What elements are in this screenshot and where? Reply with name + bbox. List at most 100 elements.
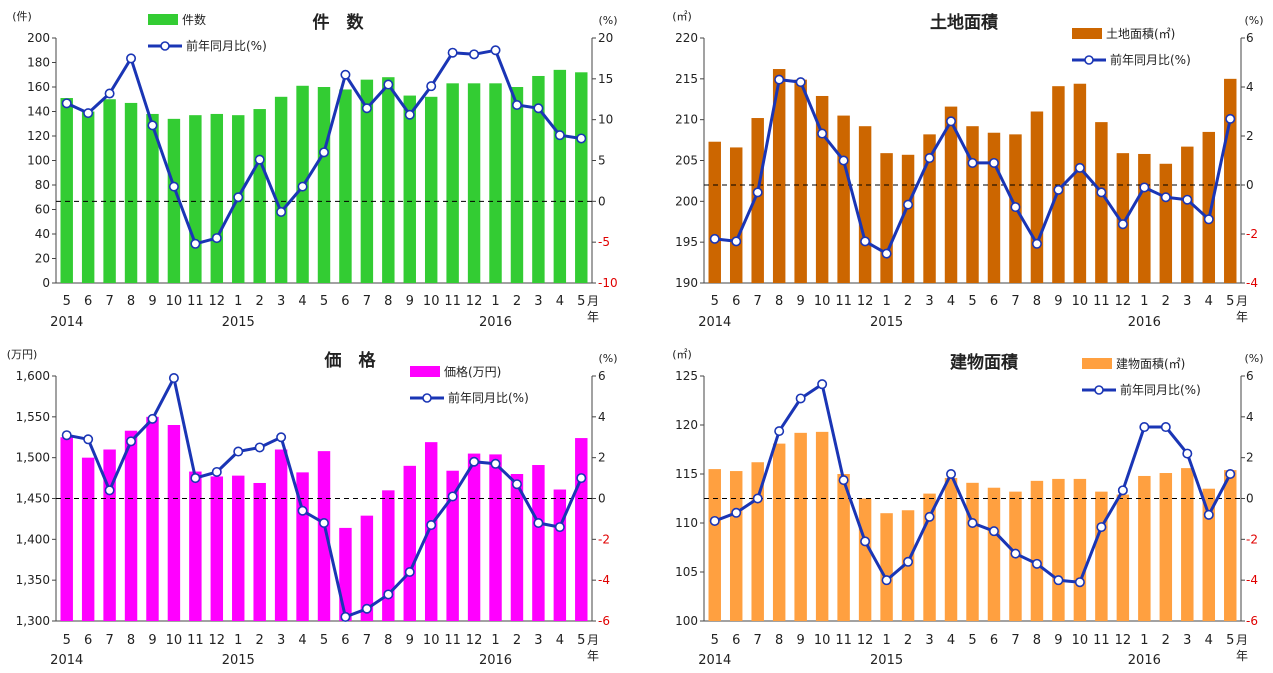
- month-tick-label: 12: [857, 294, 874, 309]
- yoy-point: [1031, 558, 1042, 569]
- yoy-point: [511, 99, 522, 110]
- month-tick-label: 7: [105, 633, 113, 648]
- month-tick-label: 4: [947, 294, 955, 309]
- month-tick-label: 1: [234, 294, 242, 309]
- yoy-point: [318, 517, 329, 528]
- yoy-point: [426, 520, 437, 531]
- month-tick-label: 5: [320, 294, 328, 309]
- month-tick-label: 9: [1054, 633, 1062, 648]
- bar: [510, 87, 524, 283]
- year-tick-label: 2015: [870, 315, 903, 330]
- yoy-point: [147, 120, 158, 131]
- bar: [146, 416, 159, 621]
- legend-bar-swatch: [410, 366, 440, 377]
- month-tick-label: 8: [1033, 633, 1041, 648]
- yoy-point: [490, 458, 501, 469]
- year-tick-label: 2014: [50, 653, 83, 668]
- month-tick-label: 11: [187, 633, 204, 648]
- bar: [489, 454, 502, 621]
- month-tick-label: 12: [209, 633, 226, 648]
- right-tick-label: 2: [598, 451, 606, 465]
- month-unit-label: 月: [587, 294, 599, 308]
- right-tick-label: 2: [1246, 129, 1254, 143]
- month-tick-label: 3: [925, 633, 933, 648]
- left-tick-label: 1,350: [16, 573, 50, 587]
- month-unit-label: 月: [1236, 294, 1248, 308]
- month-tick-label: 12: [209, 294, 226, 309]
- legend-bar-label: 土地面積(㎡): [1106, 26, 1175, 41]
- month-tick-label: 5: [968, 633, 976, 648]
- legend-line-label: 前年同月比(%): [1120, 382, 1201, 397]
- month-tick-label: 1: [491, 633, 499, 648]
- right-tick-label: 0: [598, 492, 606, 506]
- left-tick-label: 210: [675, 113, 698, 127]
- bar: [794, 79, 807, 284]
- month-tick-label: 6: [341, 633, 349, 648]
- month-tick-label: 8: [384, 294, 392, 309]
- bar: [987, 132, 1001, 283]
- month-tick-label: 5: [577, 633, 585, 648]
- left-unit-label: (万円): [7, 348, 38, 361]
- month-tick-label: 9: [797, 294, 805, 309]
- yoy-point: [511, 479, 522, 490]
- left-tick-label: 40: [35, 227, 50, 241]
- month-unit-label: 月: [587, 633, 599, 647]
- right-tick-label: 4: [598, 410, 606, 424]
- bar: [1159, 473, 1173, 621]
- left-tick-label: 1,450: [16, 492, 50, 506]
- year-tick-label: 2016: [479, 653, 512, 668]
- bar: [880, 153, 893, 283]
- month-tick-label: 4: [298, 633, 306, 648]
- yoy-point: [383, 589, 394, 600]
- bar: [274, 449, 288, 621]
- bar: [253, 482, 266, 621]
- yoy-point: [1096, 522, 1107, 533]
- right-tick-label: 6: [598, 369, 606, 383]
- year-unit-label: 年: [587, 649, 599, 663]
- bar: [382, 490, 395, 621]
- bar: [553, 69, 567, 283]
- month-tick-label: 2: [904, 633, 912, 648]
- month-tick-label: 11: [444, 294, 461, 309]
- yoy-point: [752, 187, 763, 198]
- chart-title: 件 数: [313, 12, 365, 33]
- legend-bar-label: 件数: [182, 12, 206, 27]
- left-tick-label: 1,300: [16, 614, 50, 628]
- right-tick-label: -4: [1246, 276, 1258, 290]
- yoy-point: [817, 379, 828, 390]
- yoy-point: [774, 426, 785, 437]
- yoy-point: [1074, 577, 1085, 588]
- month-tick-label: 7: [1011, 633, 1019, 648]
- yoy-point: [404, 566, 415, 577]
- legend-line-marker: [160, 41, 170, 51]
- bar: [510, 474, 524, 621]
- left-tick-label: 125: [675, 369, 698, 383]
- month-tick-label: 10: [1072, 633, 1089, 648]
- yoy-point: [1074, 162, 1085, 173]
- month-tick-label: 9: [148, 294, 156, 309]
- left-tick-label: 120: [27, 129, 50, 143]
- yoy-point: [297, 505, 308, 516]
- right-tick-label: 4: [1246, 80, 1254, 94]
- yoy-point: [554, 130, 565, 141]
- bar: [232, 475, 245, 621]
- yoy-point: [361, 603, 372, 614]
- month-tick-label: 8: [775, 294, 783, 309]
- bar: [532, 75, 545, 283]
- month-tick-label: 7: [754, 294, 762, 309]
- left-tick-label: 180: [27, 56, 50, 70]
- legend-bar-label: 価格(万円): [444, 364, 501, 379]
- month-tick-label: 6: [84, 633, 92, 648]
- yoy-point: [340, 69, 351, 80]
- bar: [403, 95, 416, 283]
- yoy-point: [946, 116, 957, 127]
- bar: [837, 115, 850, 283]
- legend-bar-label: 建物面積(㎡): [1116, 356, 1185, 371]
- month-tick-label: 11: [1093, 633, 1110, 648]
- yoy-point: [795, 393, 806, 404]
- month-tick-label: 8: [1033, 294, 1041, 309]
- bar: [424, 96, 438, 283]
- month-tick-label: 3: [534, 294, 542, 309]
- bar: [446, 83, 459, 283]
- legend-bar-swatch: [148, 14, 178, 25]
